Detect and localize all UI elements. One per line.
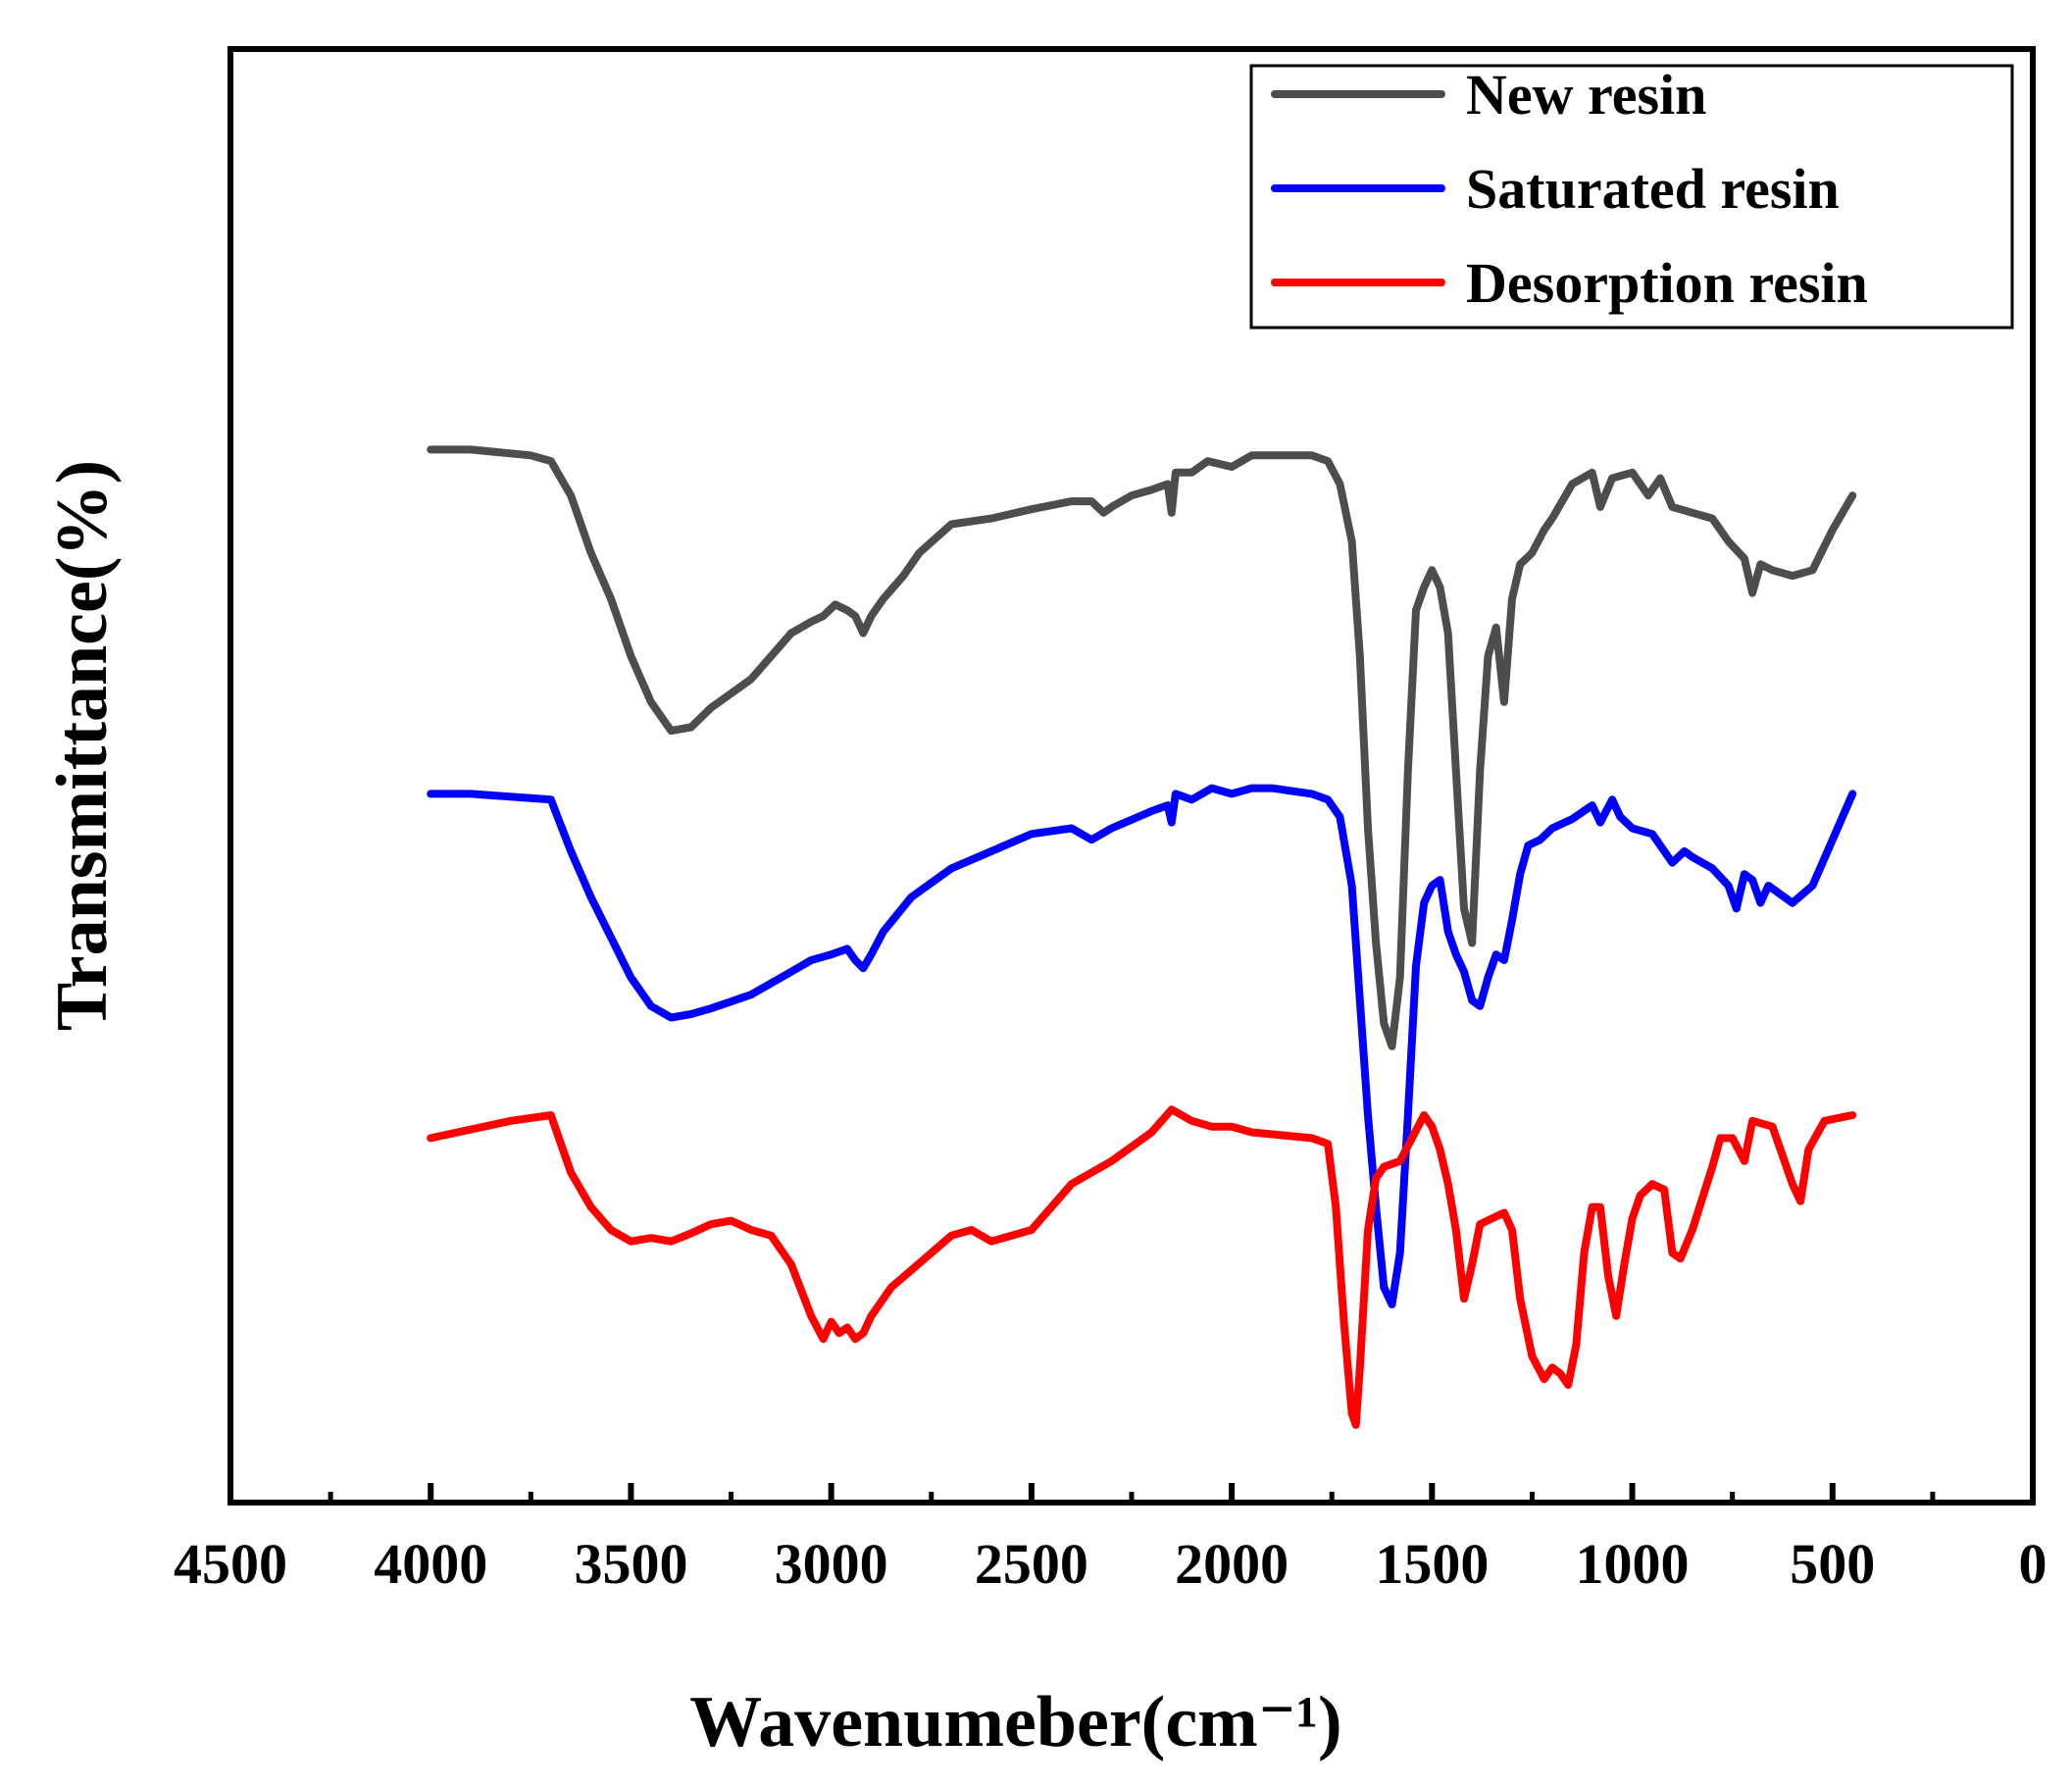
series-line-new-resin (427, 445, 1857, 1050)
legend: New resin Saturated resin Desorption resin (1249, 63, 2014, 330)
x-tick-label: 0 (2019, 1532, 2047, 1596)
legend-label: New resin (1466, 63, 1706, 127)
x-tick-label: 4500 (174, 1532, 287, 1596)
series-line-saturated-resin (427, 784, 1857, 1308)
series-line-desorption-resin (427, 1105, 1857, 1429)
x-tick-label: 4000 (374, 1532, 487, 1596)
x-tick-label: 2500 (975, 1532, 1088, 1596)
x-tick-label: 1000 (1576, 1532, 1690, 1596)
x-tick-label: 2000 (1175, 1532, 1289, 1596)
x-axis-label: Wavenumeber(cm⁻¹) (689, 1682, 1341, 1762)
series-group (427, 445, 1857, 1429)
x-tick-label: 3500 (574, 1532, 687, 1596)
x-tick-label: 1500 (1375, 1532, 1489, 1596)
legend-label: Desorption resin (1466, 251, 1868, 315)
y-axis-label: Transmittance(%) (42, 460, 123, 1031)
x-tick-label: 3000 (775, 1532, 888, 1596)
x-tick-label: 500 (1790, 1532, 1875, 1596)
x-ticks: 4500 4000 3500 3000 2500 2000 1500 1000 500 0 (174, 1483, 2047, 1596)
legend-label: Saturated resin (1466, 157, 1840, 221)
